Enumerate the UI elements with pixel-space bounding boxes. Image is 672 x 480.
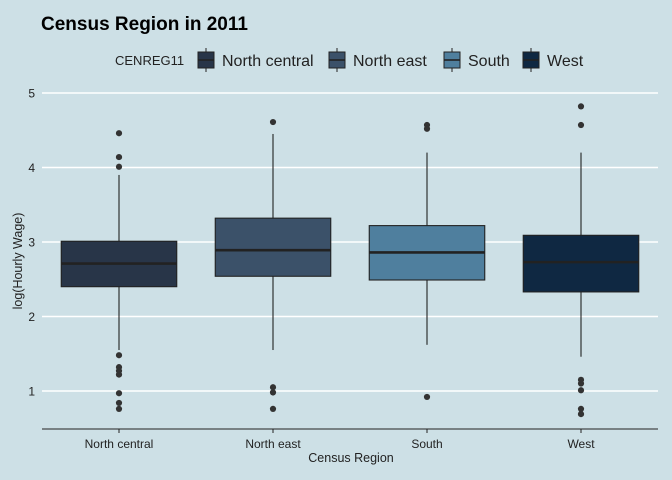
legend-label: South <box>468 53 510 70</box>
y-tick-label: 3 <box>28 236 35 250</box>
box-south <box>368 121 486 401</box>
y-tick-label: 2 <box>28 310 35 324</box>
outlier-point <box>115 371 123 378</box>
outlier-point <box>423 393 431 401</box>
x-tick-label: South <box>411 437 442 451</box>
outlier-point <box>577 380 585 387</box>
y-axis-title: log(Hourly Wage) <box>11 213 25 310</box>
y-tick-label: 5 <box>28 87 35 101</box>
outlier-point <box>115 390 123 397</box>
legend-item: North east <box>328 48 427 72</box>
box-body <box>214 217 332 277</box>
outlier-point <box>577 410 585 418</box>
box-north-east <box>214 118 332 412</box>
y-tick-label: 1 <box>28 385 35 399</box>
outlier-point <box>423 125 431 132</box>
legend-label: North central <box>222 53 314 70</box>
outlier-point <box>577 121 585 129</box>
legend-item: North central <box>197 48 314 72</box>
outlier-point <box>577 387 585 394</box>
outlier-point <box>269 384 277 391</box>
outlier-point <box>115 153 123 161</box>
outlier-point <box>577 103 585 110</box>
legend-item: South <box>443 48 510 72</box>
boxes <box>60 103 640 418</box>
outlier-point <box>115 399 123 407</box>
x-tick-label: West <box>567 437 595 451</box>
box-north-central <box>60 130 178 412</box>
legend-label: North east <box>353 53 427 70</box>
legend-title: CENREG11 <box>115 53 184 68</box>
y-tick-label: 4 <box>28 161 35 175</box>
chart-title: Census Region in 2011 <box>41 14 248 35</box>
x-axis-ticks: North central North east South West <box>85 429 595 451</box>
legend: North central North east South West <box>197 48 584 72</box>
outlier-point <box>115 130 123 137</box>
outlier-point <box>115 405 123 412</box>
outlier-point <box>115 163 123 170</box>
legend-item: West <box>522 48 584 72</box>
outlier-point <box>269 405 277 412</box>
x-axis-title: Census Region <box>308 451 394 465</box>
y-axis-ticks: 1 2 3 4 5 <box>28 87 35 399</box>
outlier-point <box>269 389 277 396</box>
outlier-point <box>577 405 585 412</box>
box-body <box>522 234 640 293</box>
x-tick-label: North central <box>85 437 154 451</box>
x-tick-label: North east <box>245 437 301 451</box>
outlier-point <box>269 118 277 126</box>
outlier-point <box>115 352 123 359</box>
legend-label: West <box>547 53 584 70</box>
box-west <box>522 103 640 418</box>
